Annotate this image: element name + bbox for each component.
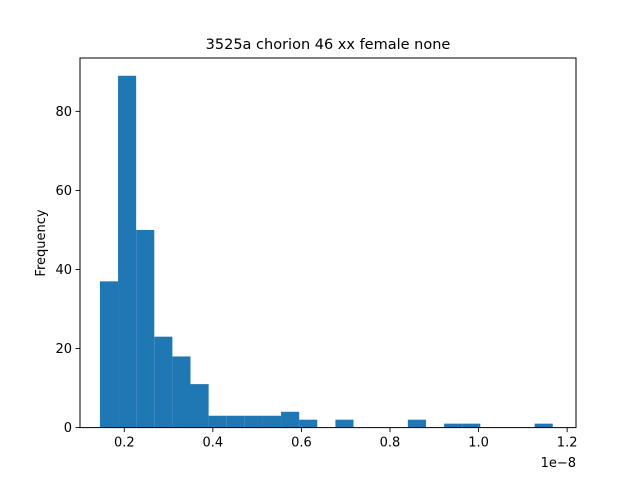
x-tick-label: 0.4 xyxy=(203,436,224,451)
x-axis-ticks: 0.2 0.4 0.6 0.8 1.0 1.2 xyxy=(114,427,578,451)
x-tick-label: 1.2 xyxy=(557,436,578,451)
y-tick-label: 80 xyxy=(55,105,72,120)
y-axis-label: Frequency xyxy=(34,209,49,276)
histogram-bar xyxy=(118,75,137,428)
histogram-bar xyxy=(99,281,119,428)
histogram-bar xyxy=(190,384,209,428)
histogram-bar xyxy=(407,419,426,428)
x-tick-label: 0.6 xyxy=(291,436,312,451)
histogram-bar xyxy=(262,415,282,428)
y-tick-label: 20 xyxy=(55,342,72,357)
histogram-bar xyxy=(208,415,227,428)
x-tick-label: 0.2 xyxy=(114,436,135,451)
y-tick-label: 40 xyxy=(55,263,72,278)
x-tick-label: 0.8 xyxy=(380,436,401,451)
histogram-bar xyxy=(335,419,354,428)
histogram-bar xyxy=(136,229,155,428)
x-offset-label: 1e−8 xyxy=(541,456,576,471)
bars-group xyxy=(99,75,553,428)
histogram-bar xyxy=(534,423,553,428)
histogram-bar xyxy=(462,423,481,428)
y-tick-label: 0 xyxy=(64,421,72,436)
y-tick-label: 60 xyxy=(55,184,72,199)
x-tick-label: 1.0 xyxy=(468,436,489,451)
histogram-bar xyxy=(281,411,300,428)
chart-title: 3525a chorion 46 xx female none xyxy=(206,37,451,53)
histogram-bar xyxy=(299,419,318,428)
histogram-bar xyxy=(244,415,263,428)
plot-frame xyxy=(79,57,577,429)
histogram-bar xyxy=(226,415,245,428)
histogram-bar xyxy=(172,356,191,428)
y-axis-ticks: 0 20 40 60 80 xyxy=(55,105,80,436)
histogram-bar xyxy=(154,336,173,428)
histogram-bar xyxy=(444,423,463,428)
